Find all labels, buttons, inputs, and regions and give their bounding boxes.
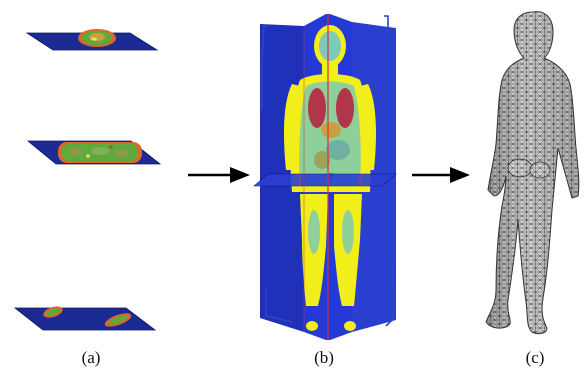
body-section bbox=[284, 25, 376, 331]
arrow-a-to-b bbox=[188, 167, 250, 183]
panel-label-b: (b) bbox=[314, 348, 334, 367]
slice-bottom bbox=[13, 306, 157, 331]
slice-middle bbox=[26, 140, 162, 165]
panel-a-slices bbox=[13, 29, 162, 331]
volume-frame bbox=[261, 15, 393, 327]
panel-label-a: (a) bbox=[81, 348, 101, 367]
panel-label-c: (c) bbox=[525, 348, 545, 367]
slice-top bbox=[25, 29, 159, 51]
panel-b-volume bbox=[253, 14, 397, 340]
panel-c-mesh bbox=[485, 11, 580, 335]
arrow-b-to-c bbox=[412, 167, 470, 183]
